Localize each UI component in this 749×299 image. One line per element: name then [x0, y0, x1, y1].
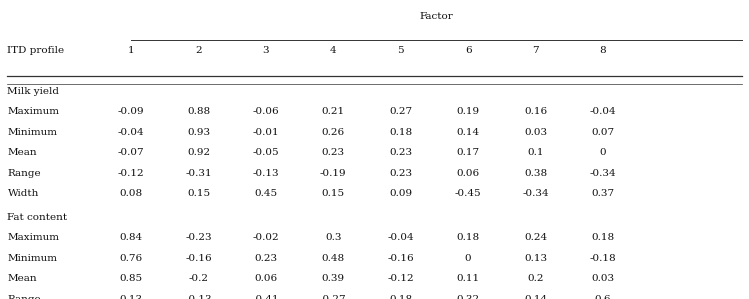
Text: 0.18: 0.18: [389, 295, 412, 299]
Text: -0.27: -0.27: [320, 295, 347, 299]
Text: 0.15: 0.15: [322, 189, 345, 198]
Text: Factor: Factor: [419, 12, 453, 21]
Text: 0.23: 0.23: [389, 148, 412, 157]
Text: 0.11: 0.11: [457, 274, 479, 283]
Text: 0.48: 0.48: [322, 254, 345, 263]
Text: 0.14: 0.14: [457, 128, 479, 137]
Text: 0.14: 0.14: [524, 295, 547, 299]
Text: 0.84: 0.84: [120, 233, 142, 242]
Text: Minimum: Minimum: [7, 128, 58, 137]
Text: 0.09: 0.09: [389, 189, 412, 198]
Text: -0.16: -0.16: [387, 254, 414, 263]
Text: -0.2: -0.2: [189, 274, 208, 283]
Text: -0.34: -0.34: [522, 189, 549, 198]
Text: 4: 4: [330, 46, 336, 55]
Text: 0.32: 0.32: [457, 295, 479, 299]
Text: -0.04: -0.04: [387, 233, 414, 242]
Text: 0.92: 0.92: [187, 148, 210, 157]
Text: -0.19: -0.19: [320, 169, 347, 178]
Text: -0.09: -0.09: [118, 107, 145, 116]
Text: -0.13: -0.13: [185, 295, 212, 299]
Text: 0.15: 0.15: [187, 189, 210, 198]
Text: 0.03: 0.03: [592, 274, 614, 283]
Text: -0.07: -0.07: [118, 148, 145, 157]
Text: -0.02: -0.02: [252, 233, 279, 242]
Text: 5: 5: [398, 46, 404, 55]
Text: -0.16: -0.16: [185, 254, 212, 263]
Text: -0.13: -0.13: [252, 169, 279, 178]
Text: -0.01: -0.01: [252, 128, 279, 137]
Text: 0.88: 0.88: [187, 107, 210, 116]
Text: -0.06: -0.06: [252, 107, 279, 116]
Text: -0.05: -0.05: [252, 148, 279, 157]
Text: Range: Range: [7, 295, 41, 299]
Text: 0.3: 0.3: [325, 233, 342, 242]
Text: 0.93: 0.93: [187, 128, 210, 137]
Text: 0.38: 0.38: [524, 169, 547, 178]
Text: 0.03: 0.03: [524, 128, 547, 137]
Text: 0.27: 0.27: [389, 107, 412, 116]
Text: 0.26: 0.26: [322, 128, 345, 137]
Text: 0.1: 0.1: [527, 148, 544, 157]
Text: 0: 0: [600, 148, 606, 157]
Text: 0.18: 0.18: [389, 128, 412, 137]
Text: 0.06: 0.06: [457, 169, 479, 178]
Text: 0.17: 0.17: [457, 148, 479, 157]
Text: Maximum: Maximum: [7, 233, 59, 242]
Text: 0: 0: [465, 254, 471, 263]
Text: Range: Range: [7, 169, 41, 178]
Text: 0.23: 0.23: [255, 254, 277, 263]
Text: 0.18: 0.18: [457, 233, 479, 242]
Text: Fat content: Fat content: [7, 213, 67, 222]
Text: Milk yield: Milk yield: [7, 87, 59, 96]
Text: 0.23: 0.23: [389, 169, 412, 178]
Text: -0.45: -0.45: [455, 189, 482, 198]
Text: Mean: Mean: [7, 148, 37, 157]
Text: 0.19: 0.19: [457, 107, 479, 116]
Text: 0.08: 0.08: [120, 189, 142, 198]
Text: 0.23: 0.23: [322, 148, 345, 157]
Text: -0.12: -0.12: [387, 274, 414, 283]
Text: 0.24: 0.24: [524, 233, 547, 242]
Text: 0.13: 0.13: [120, 295, 142, 299]
Text: 8: 8: [600, 46, 606, 55]
Text: Mean: Mean: [7, 274, 37, 283]
Text: ITD profile: ITD profile: [7, 46, 64, 55]
Text: Width: Width: [7, 189, 39, 198]
Text: -0.31: -0.31: [185, 169, 212, 178]
Text: -0.41: -0.41: [252, 295, 279, 299]
Text: Minimum: Minimum: [7, 254, 58, 263]
Text: -0.12: -0.12: [118, 169, 145, 178]
Text: 0.6: 0.6: [595, 295, 611, 299]
Text: 0.21: 0.21: [322, 107, 345, 116]
Text: 0.45: 0.45: [255, 189, 277, 198]
Text: 3: 3: [263, 46, 269, 55]
Text: 1: 1: [128, 46, 134, 55]
Text: 0.37: 0.37: [592, 189, 614, 198]
Text: -0.23: -0.23: [185, 233, 212, 242]
Text: 0.13: 0.13: [524, 254, 547, 263]
Text: 0.2: 0.2: [527, 274, 544, 283]
Text: -0.04: -0.04: [589, 107, 616, 116]
Text: -0.18: -0.18: [589, 254, 616, 263]
Text: 0.76: 0.76: [120, 254, 142, 263]
Text: 7: 7: [533, 46, 539, 55]
Text: 0.85: 0.85: [120, 274, 142, 283]
Text: 0.18: 0.18: [592, 233, 614, 242]
Text: -0.34: -0.34: [589, 169, 616, 178]
Text: Maximum: Maximum: [7, 107, 59, 116]
Text: 2: 2: [195, 46, 201, 55]
Text: 0.16: 0.16: [524, 107, 547, 116]
Text: -0.04: -0.04: [118, 128, 145, 137]
Text: 6: 6: [465, 46, 471, 55]
Text: 0.06: 0.06: [255, 274, 277, 283]
Text: 0.07: 0.07: [592, 128, 614, 137]
Text: 0.39: 0.39: [322, 274, 345, 283]
